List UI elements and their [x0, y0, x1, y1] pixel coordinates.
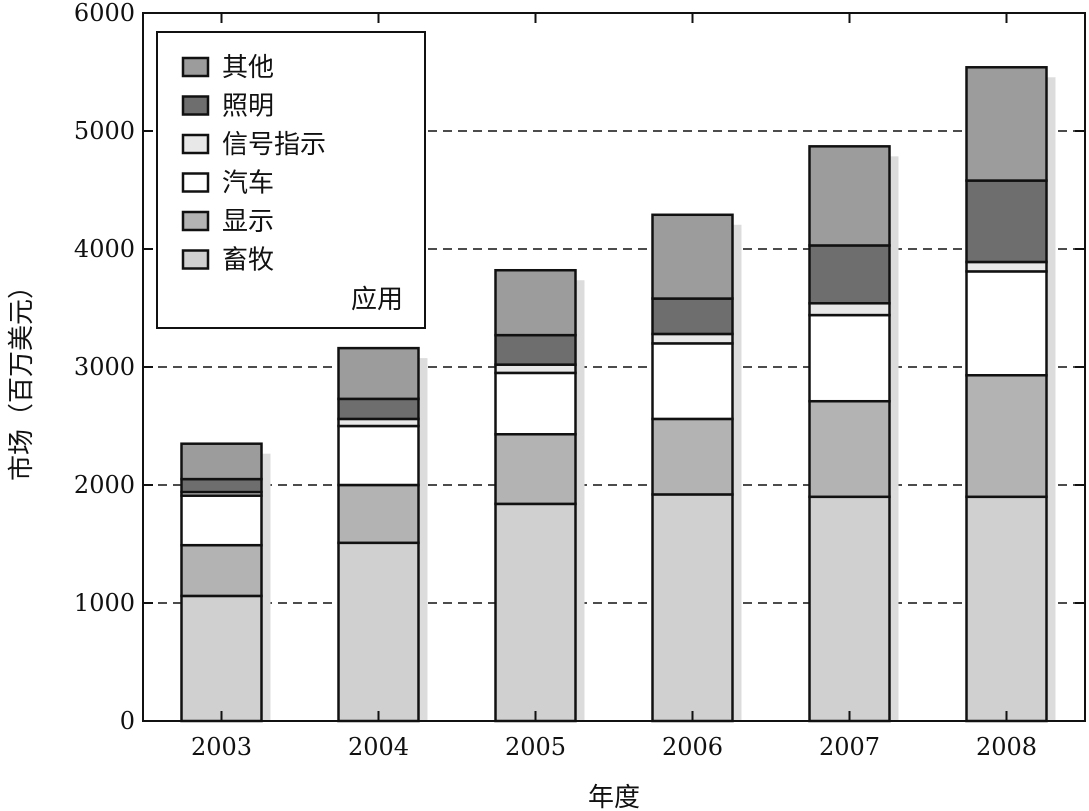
- x-tick-label: 2003: [191, 733, 252, 761]
- x-tick-label: 2008: [976, 733, 1037, 761]
- y-tick-label: 4000: [74, 235, 135, 263]
- bar-segment: [494, 433, 577, 506]
- y-axis-title: 市场（百万美元）: [7, 273, 37, 481]
- legend-label: 其他: [222, 53, 274, 83]
- bar-shadow: [889, 156, 899, 722]
- bar-segment: [808, 145, 891, 247]
- bar-segment: [651, 493, 734, 723]
- bar-segment: [808, 302, 891, 317]
- bar-segment: [651, 332, 734, 345]
- y-tick-label: 0: [120, 707, 135, 735]
- y-tick-label: 2000: [74, 471, 135, 499]
- bar-segment: [965, 495, 1048, 723]
- bar-segment: [494, 268, 577, 337]
- legend-swatch: [181, 172, 210, 193]
- bar-segment: [180, 494, 263, 547]
- bar-segment: [965, 374, 1048, 499]
- bar-shadow: [575, 280, 585, 721]
- bar-segment: [965, 66, 1048, 182]
- bar-segment: [337, 346, 420, 401]
- x-tick-label: 2007: [819, 733, 880, 761]
- bar-segment: [965, 270, 1048, 377]
- bar-segment: [180, 477, 263, 494]
- bar-segment: [337, 397, 420, 421]
- x-axis-title: 年度: [588, 783, 640, 811]
- bar-segment: [337, 541, 420, 723]
- y-axis-ticks: 0 1000 2000 3000 4000 5000 6000: [74, 0, 1085, 735]
- bar-segment: [651, 342, 734, 421]
- legend-label: 汽车: [222, 169, 274, 199]
- x-tick-label: 2005: [505, 733, 566, 761]
- legend-swatch: [181, 95, 210, 116]
- y-tick-label: 6000: [74, 0, 135, 27]
- y-tick-label: 1000: [74, 589, 135, 617]
- legend-swatch: [181, 210, 210, 232]
- bar-segment: [808, 399, 891, 499]
- bar-segment: [180, 594, 263, 723]
- bar-segment: [337, 483, 420, 545]
- bar-segment: [651, 213, 734, 300]
- bar-shadows: [261, 77, 1056, 722]
- legend-label: 畜牧: [222, 246, 274, 276]
- y-tick-label: 3000: [74, 353, 135, 381]
- legend-label: 信号指示: [222, 130, 326, 160]
- y-tick-label: 5000: [74, 117, 135, 145]
- bar-segment: [965, 260, 1048, 273]
- bar-segment: [494, 502, 577, 723]
- legend-title: 应用: [351, 285, 403, 315]
- bar-segment: [651, 417, 734, 496]
- bar-segment: [180, 442, 263, 481]
- bar-segment: [965, 179, 1048, 264]
- bar-segment: [337, 424, 420, 487]
- x-tick-label: 2006: [662, 733, 723, 761]
- x-tick-label: 2004: [348, 733, 409, 761]
- bar-shadow: [418, 358, 428, 721]
- bar-segment: [494, 371, 577, 436]
- bar-shadow: [261, 453, 271, 721]
- x-axis-ticks: 2003 2004 2005 2006 2007 2008: [191, 13, 1037, 761]
- legend-swatch: [181, 56, 210, 78]
- bar-segment: [651, 297, 734, 336]
- legend-swatch: [181, 249, 210, 270]
- legend-label: 照明: [222, 92, 274, 122]
- bar-shadow: [1046, 77, 1056, 721]
- bar-shadow: [732, 224, 742, 721]
- bar-segment: [808, 495, 891, 723]
- legend-label: 显示: [222, 207, 274, 237]
- bar-segment: [180, 543, 263, 598]
- bar-segment: [808, 313, 891, 403]
- bar-segment: [494, 333, 577, 366]
- bars: [180, 66, 1048, 723]
- bar-segment: [808, 244, 891, 305]
- legend-swatch: [181, 133, 210, 155]
